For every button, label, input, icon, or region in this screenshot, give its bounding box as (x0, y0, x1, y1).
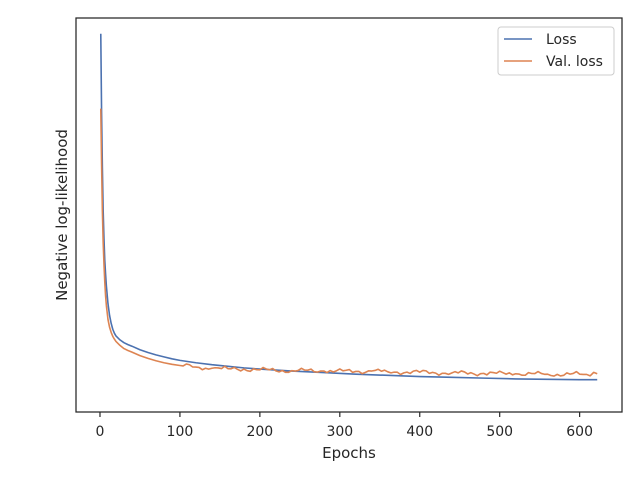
series-line-loss (99, 33, 598, 381)
x-tick-label: 600 (566, 424, 593, 440)
series-line-val-loss (99, 108, 598, 377)
legend-label-val-loss: Val. loss (546, 54, 603, 70)
legend-label-loss: Loss (546, 32, 577, 48)
x-tick-label: 500 (486, 424, 513, 440)
plot-area (75, 17, 623, 413)
x-tick-label: 0 (96, 424, 105, 440)
x-axis-label: Epochs (322, 444, 376, 462)
legend: Loss Val. loss (497, 26, 615, 76)
y-axis-label: Negative log-likelihood (53, 129, 71, 301)
x-tick-label: 400 (406, 424, 433, 440)
series-layer (99, 33, 598, 381)
x-tick-label: 100 (167, 424, 194, 440)
x-axis: 0 100 200 300 400 500 600 (96, 412, 593, 440)
x-tick-label: 200 (246, 424, 273, 440)
x-tick-label: 300 (326, 424, 353, 440)
